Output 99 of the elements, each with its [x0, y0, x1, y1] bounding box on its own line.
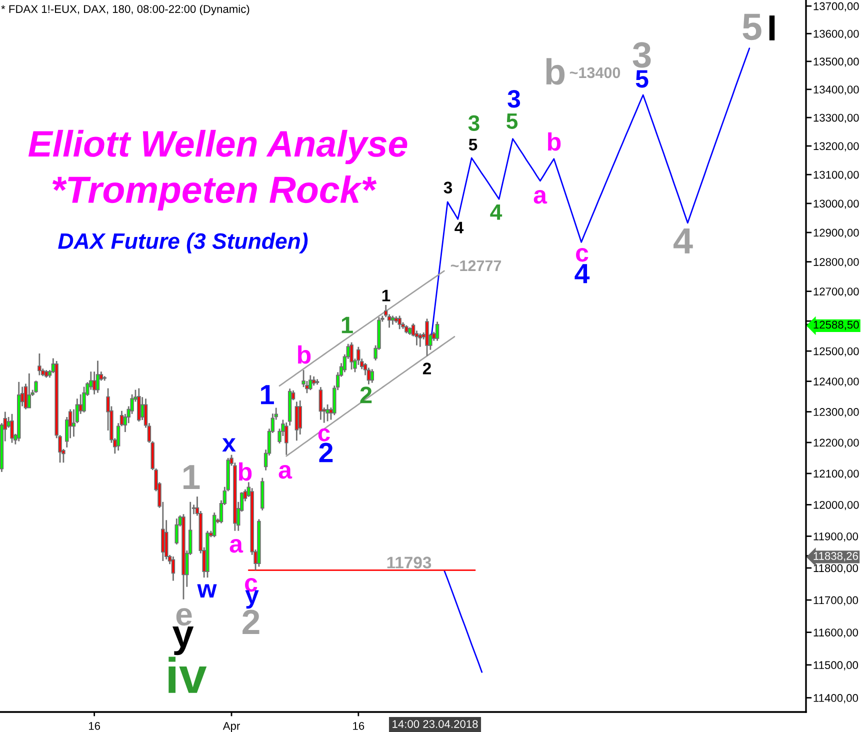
annotation: 1	[342, 316, 353, 334]
annotation: 3	[508, 90, 520, 108]
candlestick	[38, 352, 42, 376]
candlestick	[92, 370, 96, 396]
candlestick	[82, 386, 86, 414]
annotation: ~12777	[450, 260, 502, 271]
annotation: b	[239, 462, 252, 481]
y-tick-label: 13700,00	[814, 2, 859, 12]
y-tick-label: 13400,00	[814, 86, 859, 95]
annotation: b	[298, 345, 311, 364]
annotation: 4	[454, 222, 464, 234]
y-tick-label: 12500,00	[814, 347, 859, 357]
y-tick-label: 13200,00	[814, 142, 859, 152]
annotation: 5	[742, 14, 762, 40]
annotation: 4	[574, 264, 590, 284]
annotation: 2	[360, 386, 372, 404]
annotation: e	[176, 608, 192, 626]
candlestick	[308, 374, 312, 391]
annotation: c	[318, 428, 330, 442]
candlestick	[398, 315, 402, 330]
y-tick-label: 12800,00	[814, 258, 859, 268]
annotation: x	[222, 438, 236, 452]
candlestick	[137, 388, 141, 422]
y-tick-label: 11400,00	[814, 694, 858, 704]
annotation: 5	[636, 70, 648, 88]
y-tick-label: 11700,00	[814, 596, 858, 606]
annotation: 11793	[387, 556, 432, 568]
y-tick-label: 11900,00	[814, 532, 858, 542]
y-tick-label: 13600,00	[814, 30, 859, 40]
annotation: c	[245, 578, 258, 592]
candlestick	[284, 422, 288, 456]
y-tick-label: 12900,00	[814, 228, 859, 238]
candlestick	[298, 400, 302, 436]
text: Elliott Wellen Analyse	[28, 130, 408, 164]
text: 14:00 23.04.2018	[392, 720, 478, 728]
annotation: ~13400	[570, 67, 620, 78]
y-tick-label: 11500,00	[814, 661, 858, 670]
annotation: 4	[674, 228, 693, 254]
y-tick-label: 11800,00	[814, 564, 858, 574]
y-tick-label: 13500,00	[814, 58, 859, 67]
text: *Trompeten Rock*	[52, 176, 377, 210]
candlestick	[425, 318, 429, 357]
annotation: a	[230, 539, 244, 553]
annotation: 3	[444, 182, 452, 194]
x-tick-label: Apr	[222, 722, 240, 732]
annotation: b	[546, 58, 565, 85]
annotation: * FDAX 1!-EUX, DAX, 180, 08:00-22:00 (Dynamic)	[1, 4, 250, 16]
y-tick-label: 12588,50	[814, 320, 859, 330]
y-tick-label: 12000,00	[814, 500, 859, 510]
annotation: 3	[468, 115, 480, 131]
annotation: y	[172, 626, 194, 656]
annotation: 4	[490, 204, 502, 220]
candlestick	[10, 413, 14, 444]
annotation: 1	[382, 290, 390, 302]
candlestick	[34, 380, 38, 394]
candlestick	[318, 386, 323, 420]
annotation: 3	[632, 42, 651, 68]
annotation: a	[278, 465, 292, 479]
annotation: 1	[184, 465, 200, 489]
y-tick-label: 13300,00	[814, 114, 859, 124]
annotation: DAX Future (3 Stunden)	[58, 232, 308, 254]
y-tick-label: 12700,00	[814, 288, 859, 297]
annotation: 2	[319, 442, 333, 462]
candlestick	[312, 376, 316, 386]
candlestick	[171, 556, 176, 582]
annotation: a	[534, 190, 548, 204]
annotation: w	[197, 584, 217, 598]
annotation: b	[548, 132, 561, 151]
line-series	[443, 570, 483, 673]
candlestick	[350, 342, 354, 370]
y-tick-label: 11838,26	[814, 552, 858, 562]
candlestick	[435, 320, 440, 342]
annotation: 2	[422, 362, 431, 374]
x-tick-label: 16	[88, 722, 100, 730]
candlestick	[212, 512, 216, 538]
annotation: c	[576, 248, 588, 262]
candlestick	[27, 372, 32, 408]
y-tick-label: 13100,00	[814, 170, 859, 180]
y-tick-label: 12400,00	[814, 378, 859, 387]
annotation: iv	[168, 656, 207, 693]
candlestick	[366, 366, 371, 386]
y-tick-label: 12100,00	[814, 470, 859, 479]
candlestick	[96, 360, 100, 394]
y-tick-label: 11600,00	[814, 628, 858, 638]
candlestick	[370, 368, 374, 384]
x-tick-label: 16	[353, 722, 364, 730]
y-tick-label: 13000,00	[814, 200, 859, 209]
annotation: 1	[261, 385, 274, 404]
annotation: 5	[506, 113, 518, 129]
candlestick	[418, 332, 422, 348]
annotation: y	[245, 590, 259, 609]
y-tick-label: 12300,00	[814, 408, 859, 418]
y-tick-label: 12200,00	[814, 438, 859, 448]
candlestick	[326, 404, 330, 422]
annotation: 2	[242, 610, 260, 634]
line-series	[278, 270, 445, 387]
annotation: 5	[468, 138, 478, 150]
annotation: I	[769, 15, 775, 40]
candlestick	[174, 518, 178, 546]
